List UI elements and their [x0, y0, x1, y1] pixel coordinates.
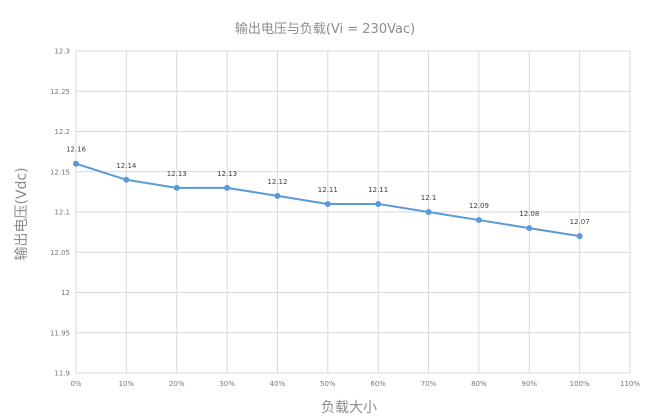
series-layer: 12.16 12.14 12.13 12.13 12.12 12.11 12.11 12.1 1… — [66, 146, 590, 240]
y-tick-label: 12 — [61, 289, 70, 297]
y-axis-title: 输出电压(Vdc) — [14, 167, 30, 260]
x-tick-label: 30% — [219, 380, 235, 388]
x-axis-title: 负载大小 — [321, 400, 377, 416]
y-tick-label: 12.1 — [54, 209, 70, 217]
chart-title: 输出电压与负载(Vi = 230Vac) — [235, 21, 415, 37]
data-label: 12.11 — [368, 186, 388, 194]
data-point — [375, 200, 382, 207]
data-label: 12.11 — [318, 186, 338, 194]
data-label: 12.13 — [167, 170, 187, 178]
data-label: 12.09 — [469, 202, 489, 210]
x-tick-label: 110% — [620, 380, 640, 388]
x-tick-label: 50% — [320, 380, 336, 388]
data-label: 12.12 — [267, 178, 287, 186]
data-point — [274, 192, 281, 199]
data-point — [425, 209, 432, 215]
data-label: 12.08 — [519, 210, 539, 218]
x-tick-label: 70% — [421, 380, 437, 388]
x-tick-label: 80% — [471, 380, 487, 388]
y-tick-label: 12.3 — [54, 48, 70, 56]
x-tick-label: 0% — [70, 380, 81, 388]
gridlines — [75, 50, 631, 374]
x-tick-label: 60% — [370, 380, 386, 388]
y-tick-label: 11.9 — [54, 370, 70, 378]
data-point — [475, 217, 482, 224]
x-tick-label: 90% — [521, 380, 537, 388]
data-point — [576, 233, 583, 240]
x-tick-label: 40% — [270, 380, 286, 388]
y-tick-label: 11.95 — [50, 329, 70, 337]
y-tick-label: 12.25 — [50, 88, 70, 96]
y-tick-label: 12.05 — [50, 249, 70, 257]
data-label: 12.13 — [217, 170, 237, 178]
data-label: 12.07 — [570, 218, 590, 226]
data-point — [324, 200, 331, 207]
y-tick-label: 12.15 — [50, 168, 70, 176]
y-tick-label: 12.2 — [54, 128, 70, 136]
data-label: 12.1 — [421, 194, 437, 202]
x-tick-label: 10% — [119, 380, 135, 388]
data-point — [123, 176, 130, 183]
data-point — [224, 184, 231, 191]
x-tick-label: 20% — [169, 380, 185, 388]
data-point — [73, 160, 79, 167]
data-label: 12.16 — [66, 146, 87, 154]
data-point — [526, 225, 533, 232]
data-point — [173, 184, 180, 191]
tick-labels: 11.9 11.95 12 12.05 12.1 12.15 12.2 12.25 12.3 0%… — [50, 48, 640, 389]
data-label: 12.14 — [116, 162, 137, 170]
x-tick-label: 100% — [570, 380, 590, 388]
